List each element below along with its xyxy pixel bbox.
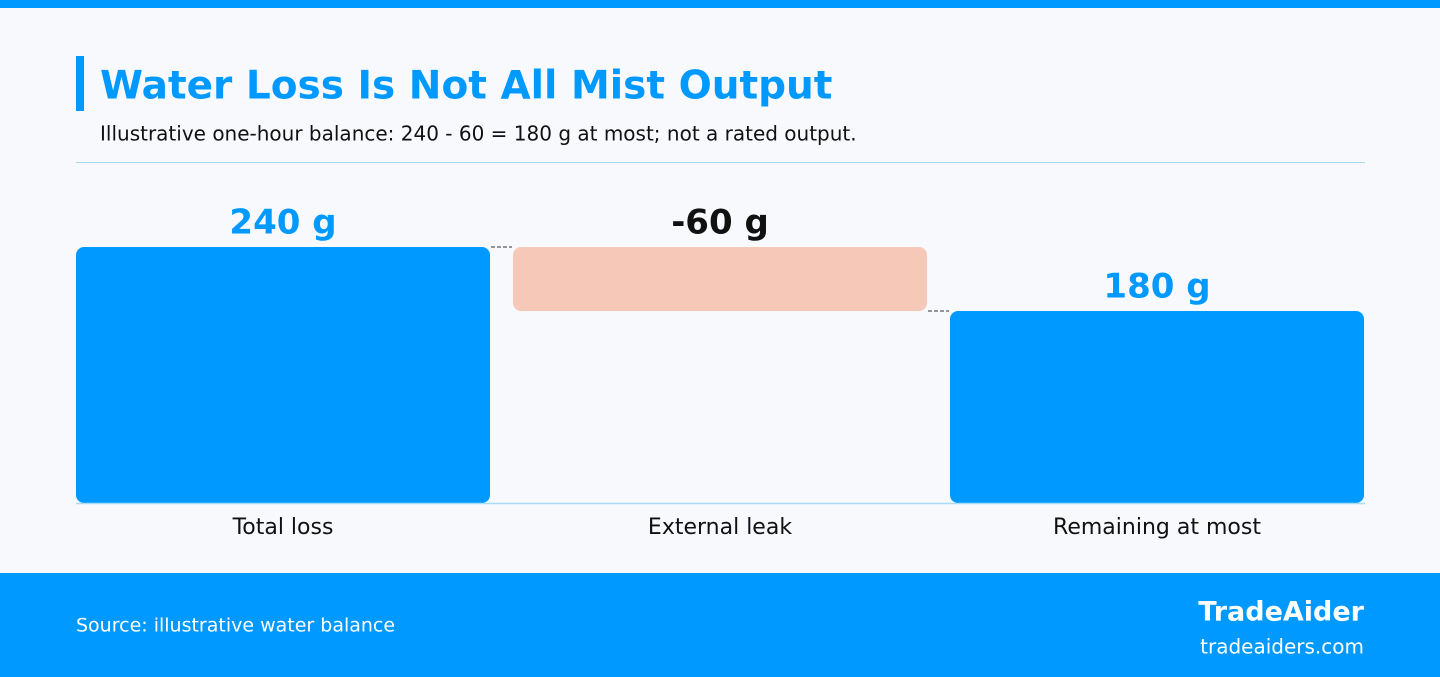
x-tick-label: Total loss (232, 515, 334, 540)
footer (0, 573, 1440, 677)
x-tick-label: External leak (648, 515, 792, 540)
value-label: 180 g (1103, 267, 1210, 307)
bar (76, 247, 490, 503)
chart-title: Water Loss Is Not All Mist Output (100, 64, 832, 109)
plot: 240 g Total loss -60 g External leak 180 g Re… (76, 203, 1364, 540)
brand: TradeAider (1198, 597, 1364, 628)
value-label: 240 g (229, 203, 336, 243)
value-label: -60 g (671, 203, 769, 243)
brand-url: tradeaiders.com (1200, 635, 1364, 659)
bar (950, 311, 1364, 503)
source-note: Source: illustrative water balance (76, 615, 395, 637)
top-stripe (0, 0, 1440, 8)
bar (513, 247, 927, 311)
chart-subtitle: Illustrative one-hour balance: 240 - 60 … (100, 122, 857, 146)
title-accent (76, 56, 84, 111)
x-tick-label: Remaining at most (1053, 515, 1261, 540)
